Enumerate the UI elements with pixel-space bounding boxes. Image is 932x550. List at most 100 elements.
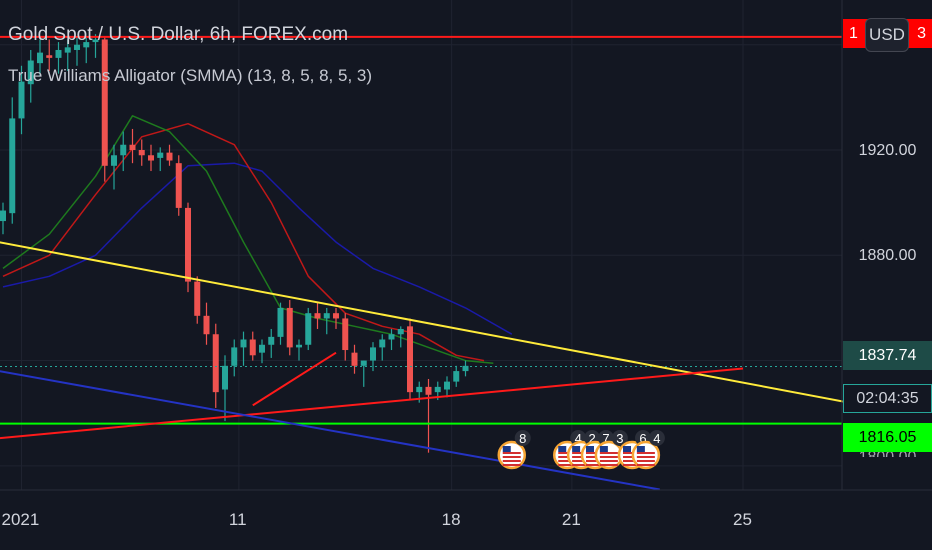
bottom-partial-label: 1800.00: [843, 443, 932, 457]
candle-body: [407, 326, 413, 393]
economic-event-marker[interactable]: 4: [631, 430, 665, 470]
descending-trendline: [0, 241, 892, 412]
flag-canton: [502, 446, 511, 452]
candle-body: [74, 44, 80, 50]
candle-body: [277, 307, 284, 337]
currency-button[interactable]: USD: [865, 18, 909, 52]
candle-body: [111, 155, 117, 166]
flag-stripe: [502, 452, 521, 454]
flag-stripe: [599, 456, 618, 458]
alligator-lines: [2, 115, 513, 364]
flag-canton: [572, 446, 581, 452]
flag-stripe: [623, 464, 641, 466]
lower-trendline: [0, 370, 660, 491]
time-tick-label: 25: [733, 510, 752, 529]
bar-countdown-label: 02:04:35: [843, 384, 932, 413]
candle-body: [268, 336, 275, 345]
event-count-badge: [648, 430, 665, 446]
candle-body: [185, 207, 191, 282]
candle-body: [305, 313, 312, 345]
candle-body: [55, 49, 62, 58]
flag-canton: [599, 446, 608, 452]
candle-body: [333, 313, 339, 319]
candle-body: [27, 60, 34, 85]
candle-body: [166, 152, 173, 161]
short-rising-segment: [252, 351, 337, 407]
candle-body: [388, 334, 395, 340]
flag-stripe: [636, 456, 655, 458]
flag-stripe: [623, 460, 641, 462]
flag-stripe: [636, 460, 655, 462]
event-count: 4: [653, 431, 660, 446]
candle-body: [425, 386, 432, 395]
candle-body: [314, 313, 321, 319]
time-tick-label: 11: [228, 510, 247, 529]
candle-body: [379, 339, 386, 348]
flag-stripe: [502, 456, 521, 458]
alligator-teeth-line: [2, 122, 485, 362]
candle-body: [9, 118, 16, 214]
last-price-label: 1837.74: [843, 341, 932, 370]
candle-body: [120, 144, 127, 156]
event-count: 7: [602, 431, 609, 446]
ascending-trendline: [0, 367, 744, 440]
candle-body: [286, 307, 293, 348]
flag-stripe: [586, 464, 604, 466]
candle-body: [157, 152, 164, 158]
flag-stripe: [636, 464, 655, 466]
candle-body: [342, 318, 349, 351]
candle-body: [231, 347, 238, 366]
drawings: [0, 35, 892, 491]
candle-body: [296, 344, 302, 348]
symbol-title: Gold Spot / U.S. Dollar, 6h, FOREX.com: [8, 24, 349, 45]
flag-stripe: [599, 460, 618, 462]
candle-body: [46, 55, 53, 58]
event-count: 6: [639, 431, 646, 446]
candle-body: [138, 150, 145, 156]
candle-body: [83, 42, 90, 48]
candle-body: [18, 81, 25, 119]
time-tick-label: 21: [561, 510, 581, 529]
candle-body: [323, 313, 330, 319]
flag-stripe: [572, 464, 591, 466]
flag-stripe: [502, 460, 521, 462]
candle-body: [175, 163, 182, 208]
economic-event-marker[interactable]: 8: [497, 430, 531, 470]
flag-canton: [636, 446, 645, 452]
event-count: 4: [575, 431, 582, 446]
candle-body: [92, 39, 99, 43]
candle-body: [222, 365, 228, 390]
economic-event-marker[interactable]: 3: [594, 430, 628, 470]
candle-body: [203, 315, 210, 335]
candle-body: [360, 360, 367, 366]
candle-body: [212, 334, 219, 393]
event-count: 3: [616, 431, 623, 446]
price-tick-label: 1920.00: [858, 142, 917, 159]
event-count: 8: [519, 431, 526, 446]
event-count: 2: [589, 431, 596, 446]
alligator-jaw-line: [2, 162, 513, 335]
candle-body: [148, 155, 154, 161]
support-price-label: 1816.05: [843, 423, 932, 452]
candle-body: [194, 281, 201, 316]
candle-body: [37, 52, 43, 64]
candle-body: [397, 328, 404, 335]
candle-body: [259, 344, 265, 353]
candle-body: [240, 339, 247, 348]
candle-body: [444, 381, 450, 390]
candles: [0, 34, 469, 453]
candle-body: [351, 352, 358, 366]
flag-stripe: [586, 460, 604, 462]
resistance-price-left: 1: [849, 25, 858, 42]
flag-canton: [558, 446, 567, 452]
flag-canton: [586, 446, 594, 452]
price-tick-label: 1880.00: [858, 247, 917, 265]
event-count-badge: [514, 430, 531, 446]
alligator-lips-line: [2, 115, 494, 364]
indicator-title[interactable]: True Williams Alligator (SMMA) (13, 8, 5…: [8, 66, 373, 85]
flag-canton: [623, 446, 631, 452]
candle-body: [249, 339, 256, 356]
